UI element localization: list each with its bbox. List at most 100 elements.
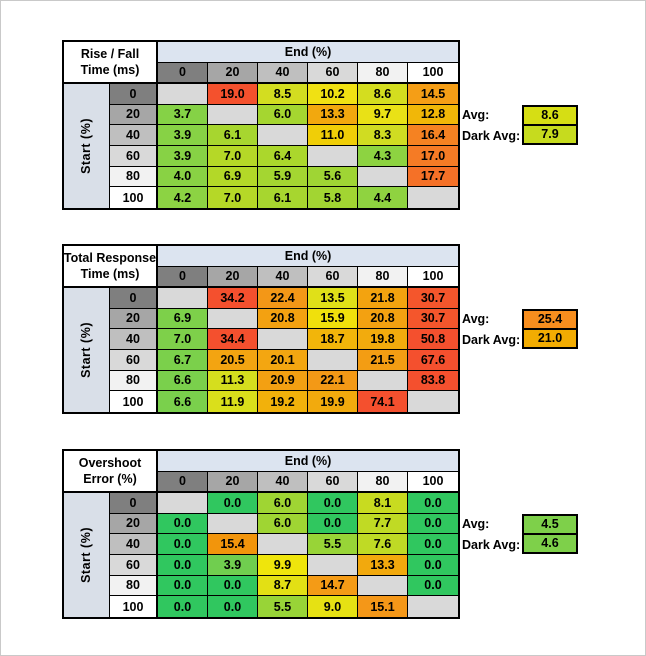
heatmap-value-cell: 7.0 — [158, 329, 208, 351]
blank-diagonal-cell — [258, 329, 308, 351]
start-axis-label: Start (%) — [64, 84, 110, 209]
row-header-cell: 80 — [110, 575, 158, 597]
heatmap-value-cell: 20.9 — [258, 370, 308, 392]
col-header-cell: 100 — [408, 472, 458, 493]
col-header-cell: 0 — [158, 472, 208, 493]
col-header-cell: 60 — [308, 63, 358, 84]
heatmap-value-cell: 0.0 — [308, 493, 358, 514]
avg-box: 8.6 7.9 — [522, 105, 578, 145]
blank-diagonal-cell — [408, 596, 458, 618]
heatmap-value-cell: 6.6 — [158, 370, 208, 392]
heatmap-value-cell: 19.0 — [208, 84, 258, 105]
row-header-cell: 0 — [110, 84, 158, 105]
avg-label: Avg: — [462, 517, 490, 531]
avg-value-cell: 8.6 — [524, 107, 576, 124]
heatmap-value-cell: 5.5 — [258, 596, 308, 618]
dark-avg-value-cell: 4.6 — [524, 533, 576, 552]
table-title-line-1: Rise / Fall — [80, 46, 140, 61]
heatmap-value-cell: 11.3 — [208, 370, 258, 392]
heatmap-value-cell: 15.9 — [308, 308, 358, 330]
heatmap-value-cell: 6.1 — [258, 187, 308, 209]
heatmap-value-cell: 3.9 — [158, 125, 208, 147]
col-header-cell: 40 — [258, 472, 308, 493]
heatmap-value-cell: 30.7 — [408, 308, 458, 330]
table-title-cell: Overshoot Error (%) — [64, 451, 158, 493]
heatmap-value-cell: 20.5 — [208, 350, 258, 371]
heatmap-value-cell: 12.8 — [408, 104, 458, 126]
heatmap-value-cell: 17.0 — [408, 146, 458, 167]
start-axis-label-text: Start (%) — [79, 322, 94, 379]
heatmap-value-cell: 4.0 — [158, 166, 208, 188]
row-header-cell: 60 — [110, 555, 158, 576]
table-title-line-2: Time (ms) — [80, 63, 140, 77]
blank-diagonal-cell — [258, 125, 308, 147]
heatmap-value-cell: 19.9 — [308, 391, 358, 413]
col-header-cell: 100 — [408, 267, 458, 288]
table-title-line-2: Error (%) — [83, 472, 137, 486]
blank-diagonal-cell — [208, 104, 258, 126]
blank-diagonal-cell — [208, 513, 258, 535]
heatmap-value-cell: 0.0 — [158, 575, 208, 597]
heatmap-value-cell: 7.6 — [358, 534, 408, 556]
row-header-cell: 40 — [110, 125, 158, 147]
heatmap-value-cell: 0.0 — [408, 513, 458, 535]
col-header-cell: 80 — [358, 472, 408, 493]
heatmap-value-cell: 22.1 — [308, 370, 358, 392]
heatmap-value-cell: 74.1 — [358, 391, 408, 413]
row-header-cell: 20 — [110, 308, 158, 330]
heatmap-value-cell: 9.7 — [358, 104, 408, 126]
col-header-cell: 100 — [408, 63, 458, 84]
heatmap-value-cell: 34.2 — [208, 288, 258, 309]
row-header-cell: 100 — [110, 391, 158, 413]
heatmap-value-cell: 19.2 — [258, 391, 308, 413]
heatmap-value-cell: 13.5 — [308, 288, 358, 309]
blank-diagonal-cell — [308, 555, 358, 576]
blank-diagonal-cell — [408, 187, 458, 209]
heatmap-value-cell: 7.0 — [208, 146, 258, 167]
table-title-line-1: Total Response — [64, 250, 157, 265]
heatmap-value-cell: 17.7 — [408, 166, 458, 188]
heatmap-value-cell: 5.5 — [308, 534, 358, 556]
end-axis-banner: End (%) — [158, 246, 458, 267]
col-header-cell: 0 — [158, 267, 208, 288]
heatmap-value-cell: 4.4 — [358, 187, 408, 209]
dark-avg-label: Dark Avg: — [462, 129, 521, 143]
heatmap-grid: Rise / Fall Time (ms) End (%) 0 20 40 60 80 100 S… — [62, 40, 460, 211]
heatmap-value-cell: 22.4 — [258, 288, 308, 309]
row-header-cell: 100 — [110, 596, 158, 618]
dark-avg-value-cell: 7.9 — [524, 124, 576, 143]
row-header-cell: 40 — [110, 329, 158, 351]
row-header-cell: 60 — [110, 350, 158, 371]
heatmap-value-cell: 8.7 — [258, 575, 308, 597]
blank-diagonal-cell — [358, 575, 408, 597]
heatmap-value-cell: 3.9 — [208, 555, 258, 576]
heatmap-value-cell: 6.0 — [258, 104, 308, 126]
row-header-cell: 20 — [110, 513, 158, 535]
table-title-cell: Total Response Time (ms) — [64, 246, 158, 288]
col-header-cell: 20 — [208, 472, 258, 493]
heatmap-value-cell: 19.8 — [358, 329, 408, 351]
blank-diagonal-cell — [158, 288, 208, 309]
dark-avg-label: Dark Avg: — [462, 538, 521, 552]
dark-avg-value-cell: 21.0 — [524, 328, 576, 347]
heatmap-value-cell: 16.4 — [408, 125, 458, 147]
heatmap-value-cell: 20.8 — [358, 308, 408, 330]
avg-box: 25.4 21.0 — [522, 309, 578, 349]
heatmap-value-cell: 0.0 — [208, 493, 258, 514]
heatmap-value-cell: 20.8 — [258, 308, 308, 330]
table-title-line-1: Overshoot — [78, 455, 142, 470]
heatmap-value-cell: 0.0 — [158, 534, 208, 556]
heatmap-value-cell: 6.9 — [208, 166, 258, 188]
col-header-cell: 40 — [258, 267, 308, 288]
total-response-time-table: Total Response Time (ms) End (%) 0 20 40 60 80 1… — [62, 244, 622, 416]
start-axis-label-text: Start (%) — [79, 118, 94, 175]
blank-diagonal-cell — [358, 370, 408, 392]
end-axis-banner: End (%) — [158, 42, 458, 63]
col-header-cell: 0 — [158, 63, 208, 84]
heatmap-value-cell: 13.3 — [308, 104, 358, 126]
heatmap-value-cell: 6.1 — [208, 125, 258, 147]
heatmap-value-cell: 0.0 — [408, 493, 458, 514]
start-axis-label-text: Start (%) — [79, 527, 94, 584]
col-header-cell: 40 — [258, 63, 308, 84]
